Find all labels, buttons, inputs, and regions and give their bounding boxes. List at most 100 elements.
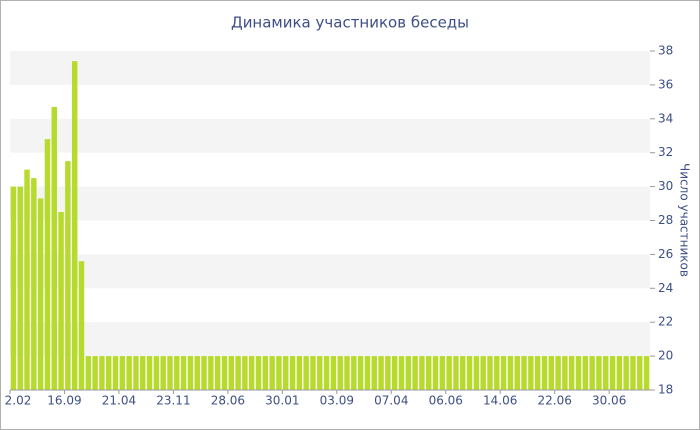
bar xyxy=(541,356,548,390)
x-tick-label: 07.04 xyxy=(374,394,408,408)
bar xyxy=(167,356,173,390)
bar xyxy=(357,356,364,390)
bar xyxy=(65,161,71,390)
bar xyxy=(453,356,459,390)
y-tick-label: 22 xyxy=(658,315,673,329)
grid-band xyxy=(10,118,650,153)
bar xyxy=(208,356,214,390)
bar xyxy=(568,356,575,390)
bar xyxy=(106,356,112,390)
grid-band xyxy=(10,322,650,357)
bar xyxy=(439,356,446,390)
bar xyxy=(391,356,398,390)
x-tick-label: 14.06 xyxy=(483,394,517,408)
y-tick-label: 20 xyxy=(658,349,673,363)
bar xyxy=(575,356,582,390)
bar xyxy=(214,356,221,390)
bar xyxy=(616,356,623,390)
bar xyxy=(364,356,371,390)
chart-title: Динамика участников беседы xyxy=(231,14,469,32)
bar xyxy=(112,356,119,390)
bar xyxy=(623,356,629,390)
bar xyxy=(555,356,561,390)
x-tick-label: 2.02 xyxy=(5,394,32,408)
bar xyxy=(603,356,609,390)
bar xyxy=(446,356,452,390)
x-tick-label: 03.09 xyxy=(320,394,354,408)
bar xyxy=(221,356,228,390)
bar xyxy=(487,356,493,390)
bar xyxy=(289,356,296,390)
bar xyxy=(133,356,139,390)
grid-band xyxy=(10,51,650,85)
bar xyxy=(582,356,589,390)
bar xyxy=(480,356,486,390)
y-tick-label: 36 xyxy=(658,77,673,91)
x-tick-label: 30.01 xyxy=(265,394,299,408)
bar xyxy=(323,356,330,390)
bar xyxy=(31,178,37,390)
bar xyxy=(432,356,439,390)
bar xyxy=(521,356,527,390)
bar xyxy=(160,356,166,390)
x-tick-label: 30.06 xyxy=(592,394,626,408)
bar xyxy=(589,356,595,390)
bar xyxy=(500,356,507,390)
bar xyxy=(276,356,282,390)
bar xyxy=(419,356,425,390)
bar xyxy=(630,356,636,390)
bar xyxy=(337,356,343,390)
x-tick-label: 16.09 xyxy=(47,394,81,408)
bar xyxy=(514,356,520,390)
bar xyxy=(255,356,262,390)
bar xyxy=(37,198,44,390)
bar xyxy=(405,356,412,390)
bar xyxy=(187,356,194,390)
x-tick-label: 23.11 xyxy=(156,394,190,408)
bar xyxy=(71,61,78,391)
bar xyxy=(494,356,500,390)
bar xyxy=(534,356,541,390)
bar xyxy=(153,356,160,390)
y-tick-label: 26 xyxy=(658,247,673,261)
bar xyxy=(10,186,17,390)
bar xyxy=(303,356,309,390)
bar xyxy=(528,356,534,390)
bar xyxy=(466,356,473,390)
bar xyxy=(180,356,187,390)
y-tick-label: 18 xyxy=(658,383,673,397)
bar xyxy=(17,186,23,390)
bar xyxy=(371,356,377,390)
bar xyxy=(235,356,241,390)
bar xyxy=(201,356,207,390)
y-tick-label: 34 xyxy=(658,111,673,125)
bar xyxy=(643,356,650,390)
bar xyxy=(330,356,337,390)
bar xyxy=(596,356,602,390)
bar xyxy=(412,356,418,390)
bar xyxy=(228,356,234,390)
bar xyxy=(562,356,568,390)
bar xyxy=(51,106,57,390)
bar xyxy=(507,356,514,390)
bar xyxy=(146,356,153,390)
bar xyxy=(637,356,643,390)
bar xyxy=(99,356,105,390)
bar xyxy=(194,356,200,390)
bar xyxy=(385,356,391,390)
bar xyxy=(283,356,289,390)
bar xyxy=(473,356,480,390)
bar xyxy=(140,356,146,390)
bar xyxy=(126,356,132,390)
bar xyxy=(174,356,180,390)
bar xyxy=(398,356,405,390)
y-tick-label: 24 xyxy=(658,281,673,295)
y-tick-label: 38 xyxy=(658,44,673,58)
bar xyxy=(609,356,616,390)
bar xyxy=(85,356,92,390)
bar xyxy=(548,356,554,390)
bar xyxy=(351,356,357,390)
y-tick-label: 30 xyxy=(658,179,673,193)
y-tick-label: 28 xyxy=(658,213,673,227)
bar xyxy=(296,356,303,390)
